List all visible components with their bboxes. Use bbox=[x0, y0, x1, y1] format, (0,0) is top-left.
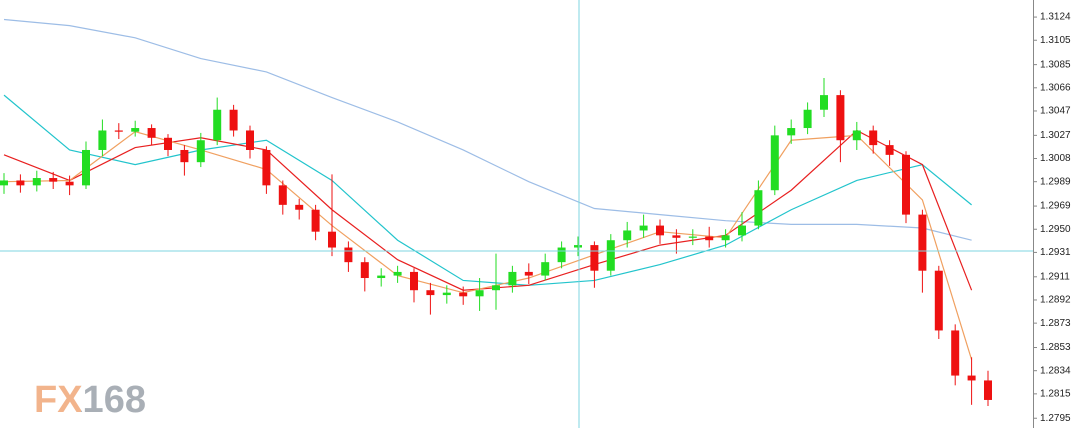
y-tick-label: 1.2853 bbox=[1040, 342, 1071, 353]
candle-body bbox=[16, 180, 25, 186]
plot-area bbox=[0, 18, 992, 407]
candle-body bbox=[246, 130, 254, 150]
candle-body bbox=[934, 270, 943, 331]
candle-body bbox=[606, 240, 615, 271]
y-tick-label: 1.2989 bbox=[1040, 176, 1071, 187]
candle-body bbox=[508, 271, 517, 286]
candle-body bbox=[49, 178, 58, 182]
candle-body bbox=[820, 95, 828, 110]
candle-body bbox=[590, 245, 599, 271]
candle-body bbox=[278, 185, 287, 205]
candle-body bbox=[426, 290, 435, 296]
candle-body bbox=[377, 275, 386, 279]
candle-body bbox=[360, 262, 369, 279]
y-tick-label: 1.2873 bbox=[1040, 318, 1071, 329]
y-tick-label: 1.3008 bbox=[1040, 153, 1071, 164]
candle-body bbox=[229, 109, 238, 131]
watermark: FX168 bbox=[34, 379, 146, 421]
candle-body bbox=[951, 330, 960, 376]
candle-body bbox=[213, 109, 222, 141]
y-tick-label: 1.2815 bbox=[1040, 388, 1071, 399]
candle-body bbox=[803, 109, 812, 129]
candle-body bbox=[738, 225, 746, 236]
y-tick-label: 1.3066 bbox=[1040, 82, 1071, 93]
candle-body bbox=[623, 230, 632, 241]
y-tick-label: 1.2795 bbox=[1040, 413, 1071, 424]
candle-body bbox=[180, 149, 189, 163]
candle-body bbox=[967, 375, 976, 381]
candle-body bbox=[705, 236, 714, 241]
candle-body bbox=[164, 137, 172, 150]
y-tick-label: 1.2911 bbox=[1040, 271, 1070, 282]
y-tick-label: 1.2892 bbox=[1040, 295, 1071, 306]
y-tick-label: 1.2950 bbox=[1040, 224, 1071, 235]
candle-body bbox=[442, 292, 451, 296]
candle-body bbox=[754, 190, 763, 226]
candle-body bbox=[672, 235, 681, 238]
candle-body bbox=[721, 235, 730, 241]
candle-body bbox=[918, 214, 927, 271]
candle-body bbox=[98, 130, 107, 150]
candle-body bbox=[131, 128, 140, 132]
y-tick-label: 1.3047 bbox=[1040, 106, 1071, 117]
y-tick-label: 1.3027 bbox=[1040, 130, 1071, 141]
candle-body bbox=[311, 209, 320, 232]
candle-body bbox=[328, 231, 336, 248]
candle-body bbox=[984, 380, 992, 400]
candle-body bbox=[541, 262, 550, 276]
candle-body bbox=[475, 290, 484, 297]
y-tick-label: 1.2931 bbox=[1040, 247, 1071, 258]
y-axis: 1.3124 1.3105 1.3085 1.3066 1.3047 1.3027 1.30… bbox=[1033, 12, 1071, 424]
moving-average bbox=[3, 18, 972, 241]
candle-body bbox=[869, 130, 878, 146]
candle-body bbox=[0, 180, 8, 186]
candle-body bbox=[574, 245, 582, 248]
candle-body bbox=[770, 135, 779, 191]
candle-body bbox=[852, 130, 861, 141]
candle-body bbox=[32, 178, 41, 186]
candle-body bbox=[639, 225, 648, 231]
y-tick-label: 1.2834 bbox=[1040, 365, 1071, 376]
candle-body bbox=[114, 130, 123, 132]
candle-body bbox=[885, 145, 894, 155]
candle-body bbox=[295, 204, 304, 210]
candle-body bbox=[557, 247, 566, 263]
y-tick-label: 1.3105 bbox=[1040, 35, 1071, 46]
candle-body bbox=[459, 292, 468, 297]
candle-body bbox=[82, 149, 90, 186]
candle-body bbox=[688, 236, 697, 238]
y-tick-label: 1.2969 bbox=[1040, 201, 1071, 212]
candle-body bbox=[393, 271, 402, 276]
candle-body bbox=[410, 271, 418, 291]
candle-body bbox=[344, 247, 353, 263]
candle-body bbox=[147, 128, 156, 138]
candle-body bbox=[836, 95, 845, 141]
candle-body bbox=[524, 271, 533, 276]
candle-body bbox=[196, 140, 205, 163]
candle-body bbox=[492, 285, 500, 291]
candle-body bbox=[262, 149, 271, 186]
candle-body bbox=[65, 181, 74, 186]
candle-body bbox=[902, 154, 910, 215]
y-tick-label: 1.3085 bbox=[1040, 59, 1071, 70]
candle-body bbox=[656, 225, 664, 236]
candle-body bbox=[787, 128, 796, 136]
y-tick-label: 1.3124 bbox=[1040, 12, 1071, 23]
